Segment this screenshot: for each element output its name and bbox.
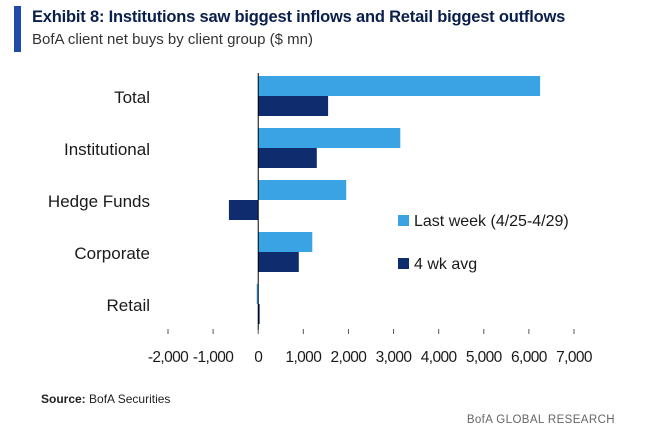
x-tick-label: 3,000 <box>376 349 413 366</box>
bar-hedge-funds-series-1 <box>258 180 347 200</box>
source-note: Source: BofA Securities <box>41 392 170 406</box>
legend-label-series-2: 4 wk avg <box>414 256 477 273</box>
bar-total-series-2 <box>258 96 329 116</box>
x-tick-label: 5,000 <box>466 349 503 366</box>
bar-institutional-series-1 <box>258 128 401 148</box>
x-tick-label: 4,000 <box>421 349 458 366</box>
bar-institutional-series-2 <box>258 148 317 168</box>
legend-swatch-series-2 <box>398 258 409 269</box>
x-tick-label: 1,000 <box>285 349 322 366</box>
bar-hedge-funds-series-2 <box>228 200 259 220</box>
legend-swatch-series-1 <box>398 215 409 226</box>
chart-subtitle: BofA client net buys by client group ($ … <box>32 31 313 48</box>
bar-retail-series-2 <box>258 304 260 324</box>
source-value: BofA Securities <box>89 392 171 406</box>
bar-corporate-series-2 <box>258 252 299 272</box>
title-accent-bar <box>14 6 21 52</box>
x-tick-label: 0 <box>254 349 263 366</box>
x-tick-label: 7,000 <box>556 349 593 366</box>
x-tick-label: 2,000 <box>331 349 368 366</box>
brand-footer: BofA GLOBAL RESEARCH <box>466 414 615 426</box>
legend-label-series-1: Last week (4/25-4/29) <box>414 213 569 230</box>
category-label: Total <box>114 88 150 107</box>
x-tick-label: -2,000 <box>148 349 189 366</box>
x-tick-label: 6,000 <box>511 349 548 366</box>
bar-corporate-series-1 <box>258 232 313 252</box>
category-label: Corporate <box>74 244 150 263</box>
bar-total-series-1 <box>258 76 541 96</box>
category-label: Hedge Funds <box>48 192 150 211</box>
x-tick-label: -1,000 <box>193 349 234 366</box>
bar-retail-series-1 <box>256 284 259 304</box>
chart-title: Exhibit 8: Institutions saw biggest infl… <box>32 8 566 26</box>
category-label: Institutional <box>64 140 150 159</box>
category-label: Retail <box>107 296 150 315</box>
source-label: Source: <box>41 392 86 406</box>
